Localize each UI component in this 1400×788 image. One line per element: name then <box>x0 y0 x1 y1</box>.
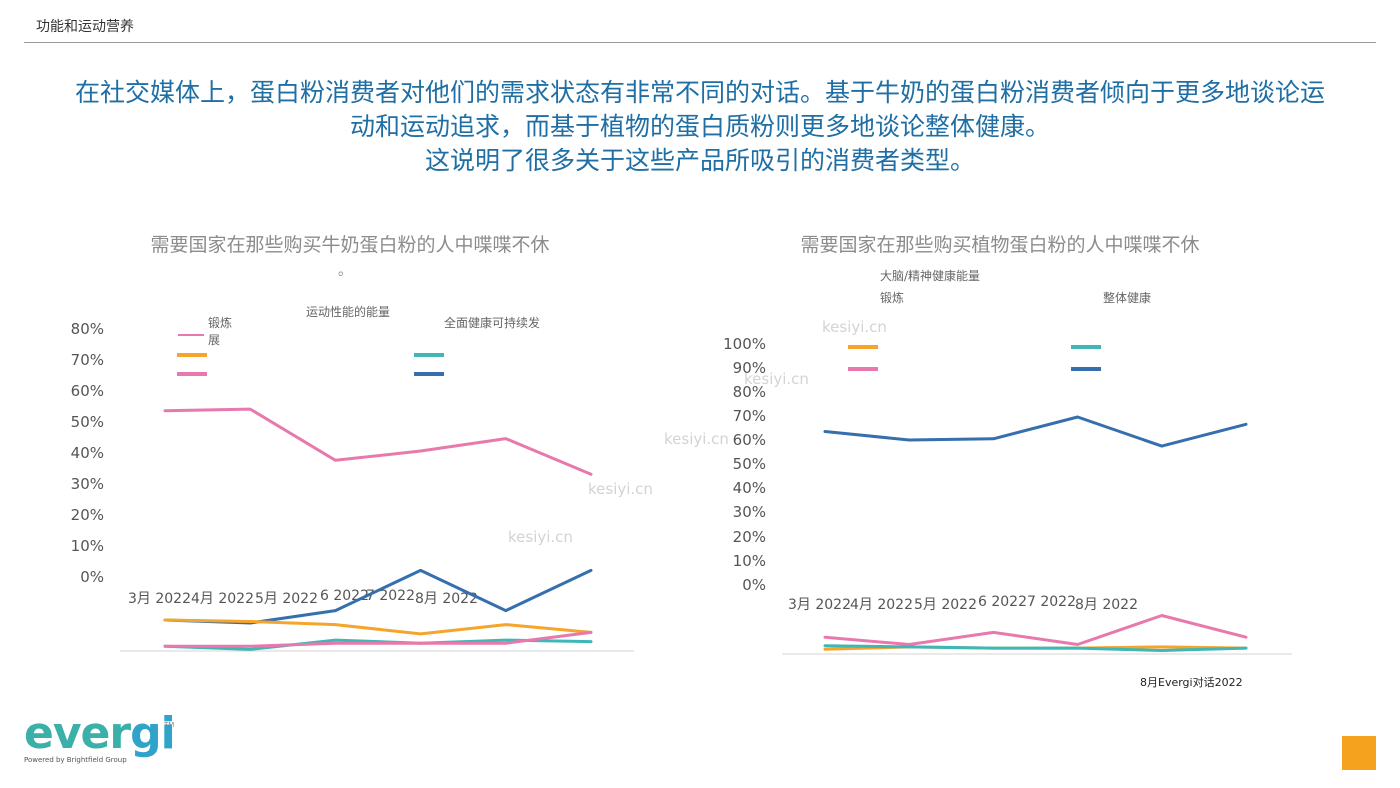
headline-line-1: 在社交媒体上，蛋白粉消费者对他们的需求状态有非常不同的对话。基于牛奶的蛋白粉消费… <box>74 78 1325 107</box>
headline: 在社交媒体上，蛋白粉消费者对他们的需求状态有非常不同的对话。基于牛奶的蛋白粉消费… <box>40 76 1360 178</box>
corner-accent-square <box>1342 736 1376 770</box>
y-tick: 30% <box>70 475 104 493</box>
legend-swatch-pink <box>177 372 207 376</box>
x-label: 3月 2022 <box>128 591 191 607</box>
watermark-text: kesiyi.cn <box>664 430 729 448</box>
legend-label-brain-energy: 大脑/精神健康能量 <box>880 269 981 283</box>
y-tick: 0% <box>80 568 104 586</box>
x-label: 7 2022 <box>1027 594 1076 610</box>
legend-swatch-blue <box>414 372 444 376</box>
milk-chart-title-suffix: 。 <box>338 263 352 279</box>
legend-swatch-pink-small <box>178 334 204 336</box>
watermark-text: kesiyi.cn <box>822 318 887 336</box>
legend-label-development: 展 <box>208 333 221 347</box>
x-label: 5月 2022 <box>255 591 318 607</box>
logo-tagline: Powered by Brightfield Group <box>24 756 127 764</box>
watermark-text: kesiyi.cn <box>508 528 573 546</box>
x-label: 8月 2022 <box>415 591 478 607</box>
header-divider <box>24 42 1376 43</box>
y-tick: 50% <box>70 413 104 431</box>
legend-swatch-teal <box>414 353 444 357</box>
y-tick: 30% <box>732 503 766 521</box>
y-tick: 50% <box>732 455 766 473</box>
y-tick: 60% <box>70 382 104 400</box>
y-tick: 20% <box>70 506 104 524</box>
legend-swatch-pink <box>848 367 878 371</box>
x-label: 5月 2022 <box>914 597 977 613</box>
x-label: 3月 2022 <box>788 597 851 613</box>
legend-label-overall-health: 全面健康可持续发 <box>444 316 541 330</box>
y-tick: 40% <box>70 444 104 462</box>
plant-series-group <box>823 415 1248 652</box>
y-tick: 70% <box>732 407 766 425</box>
logo-trademark: TM <box>164 721 175 729</box>
y-tick: 80% <box>70 320 104 338</box>
x-label: 6 2022 <box>978 594 1027 610</box>
y-tick: 60% <box>732 431 766 449</box>
series-line <box>823 644 1248 652</box>
y-tick: 40% <box>732 479 766 497</box>
watermark-text: kesiyi.cn <box>744 370 809 388</box>
headline-line-3: 这说明了很多关于这些产品所吸引的消费者类型。 <box>424 146 975 175</box>
y-tick: 80% <box>732 383 766 401</box>
y-tick: 0% <box>742 576 766 594</box>
legend-label-exercise: 锻炼 <box>208 316 233 330</box>
series-line <box>823 415 1248 448</box>
x-label: 8月 2022 <box>1075 597 1138 613</box>
series-line <box>163 618 593 636</box>
legend-swatch-teal <box>1071 345 1101 349</box>
logo-accent: gi <box>130 708 176 759</box>
x-label: 4月 2022 <box>850 597 913 613</box>
y-tick: 10% <box>70 537 104 555</box>
y-tick: 70% <box>70 351 104 369</box>
logo-main: ever <box>24 708 131 759</box>
watermark-text: kesiyi.cn <box>588 480 653 498</box>
x-label: 4月 2022 <box>191 591 254 607</box>
evergi-logo: evergi Powered by Brightfield Group <box>24 712 176 765</box>
milk-chart-title: 需要国家在那些购买牛奶蛋白粉的人中喋喋不休 <box>150 234 550 256</box>
legend-swatch-blue <box>1071 367 1101 371</box>
milk-series-group <box>163 407 593 651</box>
section-title: 功能和运动营养 <box>36 19 134 35</box>
legend-label-exercise: 锻炼 <box>880 291 905 305</box>
headline-line-2: 动和运动追求，而基于植物的蛋白质粉则更多地谈论整体健康。 <box>349 112 1050 141</box>
series-line <box>163 407 593 476</box>
legend-label-sports-energy: 运动性能的能量 <box>306 305 391 319</box>
y-tick: 100% <box>723 335 766 353</box>
y-tick: 20% <box>732 528 766 546</box>
plant-chart-title: 需要国家在那些购买植物蛋白粉的人中喋喋不休 <box>800 234 1200 256</box>
y-tick: 10% <box>732 552 766 570</box>
y-tick: 90% <box>732 359 766 377</box>
source-note: 8月Evergi对话2022 <box>1140 676 1243 689</box>
logo-wordmark: evergi <box>24 712 176 756</box>
series-line <box>823 614 1248 646</box>
series-line <box>163 630 593 648</box>
legend-swatch-orange <box>177 353 207 357</box>
legend-swatch-orange <box>848 345 878 349</box>
legend-label-overall-health: 整体健康 <box>1103 291 1152 305</box>
